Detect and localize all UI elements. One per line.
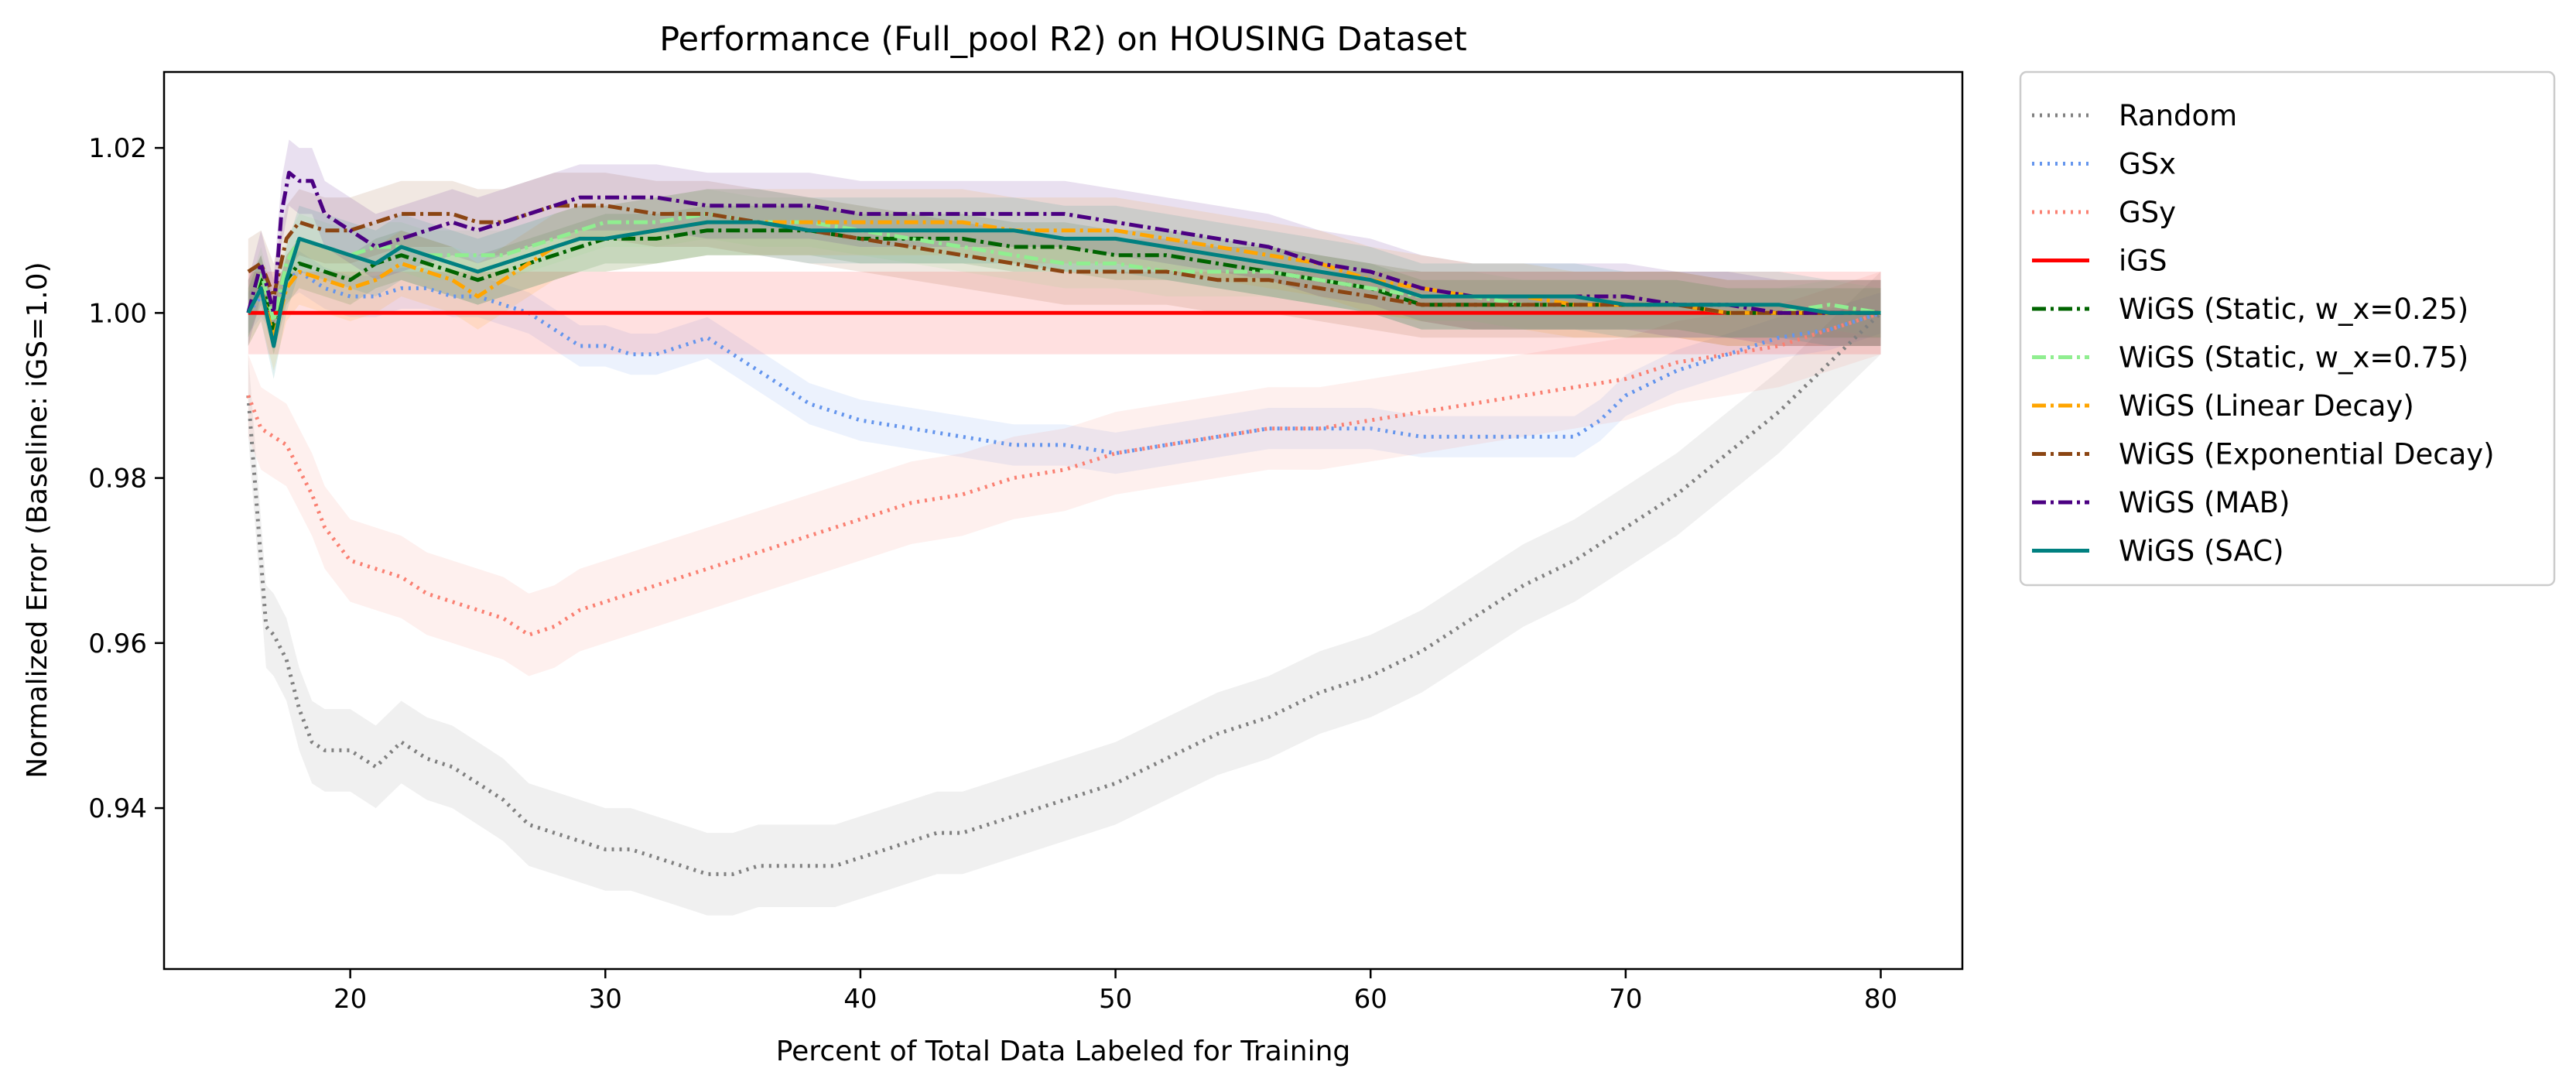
x-tick-label: 60 [1354,984,1387,1015]
band-wigs-static-w-x-0-25 [248,205,1881,354]
legend-frame [2019,70,2556,587]
legend: Random GSx GSy iGS WiGS (Static, w_x=0.25) Wi… [2019,70,2556,587]
x-tick-label: 70 [1609,984,1642,1015]
band-wigs-static-w-x-0-75 [248,189,1881,346]
legend-label-gsy: GSy [2119,196,2176,229]
legend-label-wigs-mab: WiGS (MAB) [2119,486,2290,519]
y-tick-label: 0.98 [88,464,147,495]
x-tick-label: 50 [1099,984,1132,1015]
y-tick-label: 1.02 [88,133,147,164]
y-tick-label: 1.00 [88,298,147,329]
x-tick-label: 40 [843,984,877,1015]
y-tick-label: 0.94 [88,793,147,824]
x-tick-label: 20 [334,984,367,1015]
band-wigs-mab [248,139,1881,346]
plot-frame [162,70,1964,971]
series-line-gsx [246,269,1882,456]
legend-label-wigs-sac: WiGS (SAC) [2119,535,2284,568]
x-axis-label: Percent of Total Data Labeled for Traini… [776,1036,1351,1067]
legend-label-igs: iGS [2119,245,2167,278]
band-wigs-linear-decay [248,189,1881,371]
band-wigs-sac [248,189,1881,379]
series-line-wigs-exponential-decay [247,204,1881,315]
legend-label-wigs-exponential-decay: WiGS (Exponential Decay) [2119,438,2495,471]
legend-label-wigs-linear-decay: WiGS (Linear Decay) [2119,389,2414,423]
y-axis-label: Normalized Error (Baseline: iGS=1.0) [22,262,53,778]
chart-title: Performance (Full_pool R2) on HOUSING Da… [659,20,1467,59]
band-gsx [248,251,1881,474]
band-gsy [248,272,1881,676]
legend-label-wigs-static-w-x-0-25: WiGS (Static, w_x=0.25) [2119,293,2468,326]
y-tick-label: 0.96 [88,628,147,659]
band-wigs-exponential-decay [248,173,1881,346]
legend-label-random: Random [2119,99,2237,132]
x-tick-label: 80 [1864,984,1897,1015]
band-random [248,272,1881,916]
legend-label-wigs-static-w-x-0-75: WiGS (Static, w_x=0.75) [2119,341,2468,375]
series-line-wigs-mab [246,170,1881,315]
series-line-wigs-sac [246,220,1881,348]
x-tick-label: 30 [589,984,622,1015]
legend-label-gsx: GSx [2119,148,2176,181]
